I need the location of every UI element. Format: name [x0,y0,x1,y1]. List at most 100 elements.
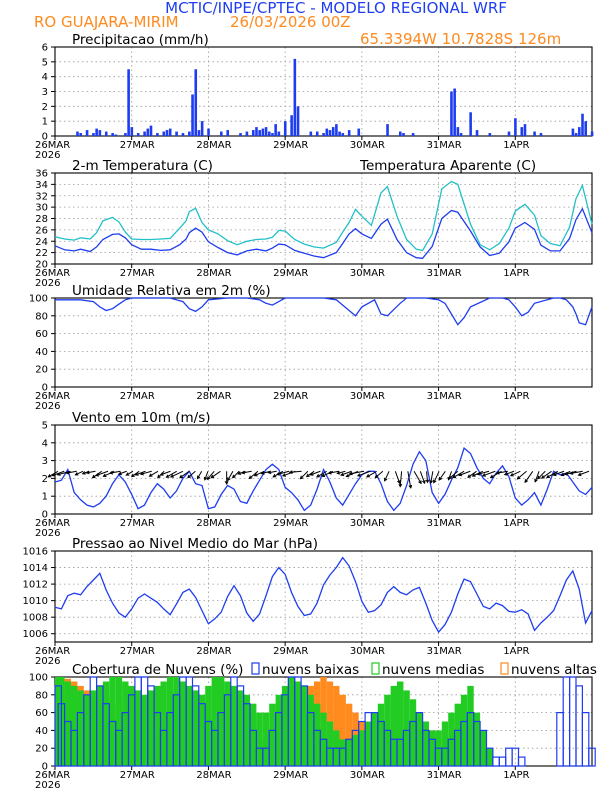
wind-vector [510,470,521,477]
panel-title: Cobertura de Nuvens (%) [72,662,243,678]
x-year-label: 2026 [35,780,60,791]
panel-pressure: 1006 1008 1010 1012 1014 1016 26MAR 27MAR 28MAR 2… [23,536,593,667]
cloud-bar-green [90,690,97,766]
wind-vector [95,470,109,477]
cloud-bar-green [486,748,493,766]
precip-bar [191,94,194,136]
cloud-bar-blue [588,747,596,767]
wind-vector-head [569,471,574,475]
cloud-bar-green [339,739,346,766]
cloud-bar-green [224,681,231,766]
precip-bar [207,128,210,136]
x-tick-label: 30MAR [350,646,385,657]
precip-bar [98,130,102,136]
y-tick-label: 1006 [23,629,48,640]
cloud-bar-green [358,730,366,766]
x-tick-label: 26MAR [35,391,70,402]
x-tick-label: 29MAR [273,646,308,657]
x-tick-label: 26MAR [35,646,70,657]
x-year-label: 2026 [35,401,60,412]
precip-bar [251,130,255,136]
wind-vector [289,470,302,473]
precip-bar [338,131,341,136]
wind-vector [413,471,422,484]
wind-vector-head [540,475,545,479]
wind-vector-head [272,474,277,478]
cloud-bar-green [141,694,148,766]
wind-vector-head [47,474,52,478]
y-tick-label: 1 [42,117,48,128]
cloud-bar-green [454,703,461,766]
wind-vector-head [408,484,413,489]
precip-bar [188,131,191,136]
y-tick-label: 4 [42,72,48,83]
cloud-bar-green [377,703,385,766]
precip-bar [226,130,230,136]
cloud-bar-green [71,685,78,766]
wind-vector [496,470,508,474]
y-tick-label: 100 [29,673,48,684]
cloud-bar-green [422,721,429,766]
cloud-bar-green [390,685,397,766]
wind-vector-head [95,472,100,477]
wind-vector-head [309,472,314,476]
x-tick-label: 26MAR [35,518,70,529]
precip-bar [194,69,198,136]
y-tick-label: 60 [35,708,48,719]
wind-vector-head [260,471,265,475]
x-tick-label: 29MAR [273,140,308,151]
wind-vector-head [165,474,170,478]
cloud-bar-blue [517,756,526,767]
wind-vector [399,471,403,487]
wind-vector-head [253,472,258,477]
wind-vector-head [438,476,443,481]
precip-bar [95,128,98,136]
precip-bar [386,124,389,136]
wind-vector [321,470,334,477]
wind-vector-head [577,472,582,477]
cloud-bar-green [128,685,135,766]
wind-vector [546,470,559,479]
precip-bar [507,131,511,136]
wind-vector [316,470,327,478]
wind-vector-head [481,473,486,477]
x-tick-label: 30MAR [350,140,385,151]
wind-vector-head [179,474,184,479]
wind-vector-head [327,470,332,475]
y-tick-label: 80 [35,690,48,701]
wind-vector-head [534,478,538,483]
precip-bar [322,133,325,136]
wind-vector [430,471,434,484]
wind-vector-head [134,472,139,476]
x-tick-label: 31MAR [427,646,462,657]
panel-precip: 0 1 2 3 4 5 6 26MAR 27MAR 28MAR 29MAR 30MAR 31MAR 1AP… [35,32,594,161]
cloud-bar-green [186,685,193,766]
y-tick-label: 0 [42,383,48,394]
wind-vector-head [267,470,272,475]
chart-title: MCTIC/INPE/CPTEC - MODELO REGIONAL WRF [165,0,507,17]
x-tick-label: 28MAR [196,646,231,657]
cloud-bar-green [134,690,142,766]
wind-vector [477,470,490,475]
cloud-bar-green [473,712,481,766]
precip-bar [328,130,332,136]
wind-vector-head [397,480,401,485]
wind-vector-head [109,470,114,475]
precip-bar [181,133,185,136]
cloud-bar-green [256,712,263,766]
wind-vector-head [65,470,70,475]
x-tick-label: 26MAR [35,268,70,279]
wind-vector-head [345,473,350,478]
cloud-bar-green [441,721,449,766]
x-tick-label: 27MAR [120,646,155,657]
wind-vector [537,470,546,480]
y-tick-label: 20 [35,744,48,755]
x-tick-label: 26MAR [35,770,70,781]
wind-vector [482,470,496,477]
cloud-bar-green [218,677,225,766]
precip-bar [111,133,114,136]
wind-vector-head [139,471,144,476]
wind-vector [310,470,321,476]
wind-vector-head [281,473,286,477]
